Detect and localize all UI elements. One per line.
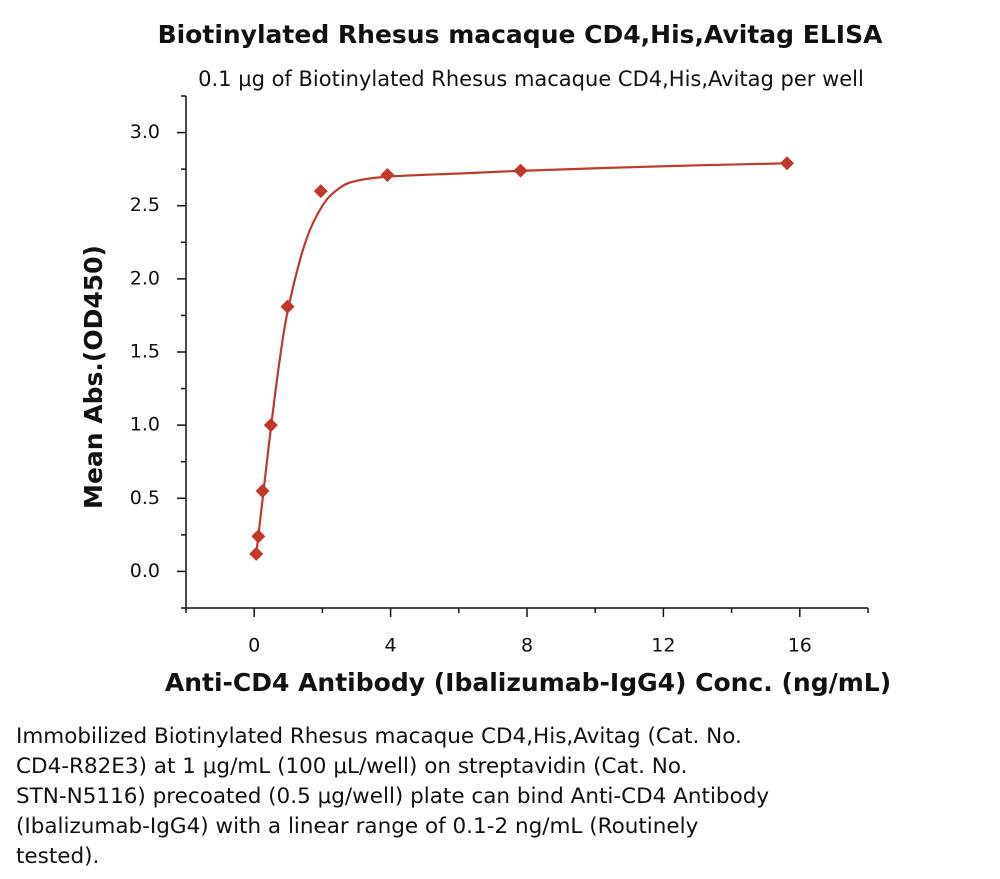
data-point [380, 167, 395, 182]
caption-line: tested). [16, 844, 100, 869]
y-axis-label: Mean Abs.(OD450) [79, 245, 108, 509]
caption-line: Immobilized Biotinylated Rhesus macaque … [16, 724, 742, 749]
chart-subtitle: 0.1 μg of Biotinylated Rhesus macaque CD… [198, 67, 864, 91]
data-point [255, 483, 270, 498]
x-tick-label: 0 [248, 635, 260, 657]
y-tick-label: 1.5 [130, 341, 160, 363]
chart-title: Biotinylated Rhesus macaque CD4,His,Avit… [158, 20, 884, 49]
data-point [280, 299, 295, 314]
data-point [313, 184, 328, 199]
caption-line: CD4-R82E3) at 1 μg/mL (100 μL/well) on s… [16, 754, 688, 779]
data-point [251, 529, 266, 544]
data-point [263, 418, 278, 433]
caption: Immobilized Biotinylated Rhesus macaque … [16, 722, 986, 872]
x-tick-label: 12 [651, 635, 675, 657]
x-tick-label: 4 [385, 635, 397, 657]
y-tick-label: 0.0 [130, 560, 160, 582]
y-tick-label: 1.0 [130, 414, 160, 436]
caption-line: (Ibalizumab-IgG4) with a linear range of… [16, 814, 699, 839]
x-tick-label: 8 [521, 635, 533, 657]
chart: Biotinylated Rhesus macaque CD4,His,Avit… [79, 20, 891, 697]
data-point [249, 546, 264, 561]
y-tick-label: 2.5 [130, 194, 160, 216]
x-tick-label: 16 [788, 635, 812, 657]
caption-line: STN-N5116) precoated (0.5 μg/well) plate… [16, 784, 770, 809]
data-point [513, 163, 528, 178]
y-tick-label: 2.0 [130, 267, 160, 289]
x-axis-label: Anti-CD4 Antibody (Ibalizumab-IgG4) Conc… [165, 668, 891, 697]
fit-curve [255, 162, 787, 555]
y-tick-label: 3.0 [130, 121, 160, 143]
data-point [780, 156, 795, 171]
y-tick-label: 0.5 [130, 487, 160, 509]
